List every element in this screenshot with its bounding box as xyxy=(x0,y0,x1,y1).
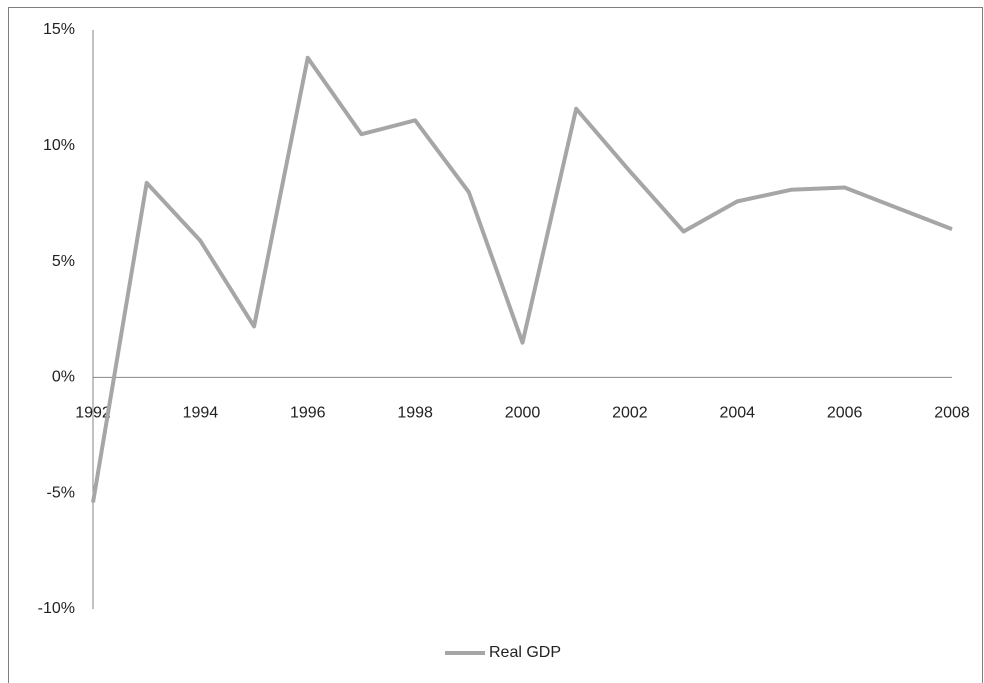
x-tick-label: 1998 xyxy=(397,405,433,422)
y-tick-label: 5% xyxy=(52,253,75,270)
x-tick-label: 2008 xyxy=(934,405,970,422)
x-tick-label: 2000 xyxy=(505,405,541,422)
legend-label: Real GDP xyxy=(489,644,561,661)
y-tick-label: -5% xyxy=(47,484,75,501)
chart-frame xyxy=(8,7,983,683)
x-tick-label: 1992 xyxy=(75,405,111,422)
y-tick-label: -10% xyxy=(38,600,75,617)
x-tick-label: 1994 xyxy=(183,405,219,422)
x-tick-label: 1996 xyxy=(290,405,326,422)
y-tick-label: 10% xyxy=(43,137,75,154)
y-tick-label: 0% xyxy=(52,369,75,386)
x-tick-label: 2002 xyxy=(612,405,648,422)
x-tick-label: 2004 xyxy=(719,405,755,422)
y-tick-label: 15% xyxy=(43,21,75,38)
x-tick-label: 2006 xyxy=(827,405,863,422)
data-line xyxy=(91,55,953,503)
